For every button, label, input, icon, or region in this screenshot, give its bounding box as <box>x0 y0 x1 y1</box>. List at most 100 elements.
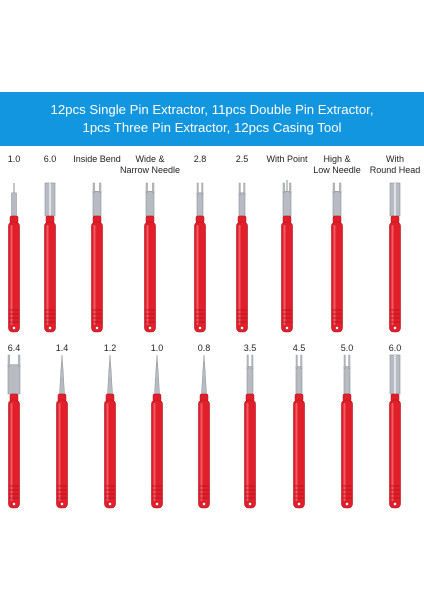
tool-label: Narrow Needle <box>119 165 181 175</box>
tool-label: 6.0 <box>388 343 402 353</box>
metal-shank <box>7 364 21 395</box>
tool-label: 6.4 <box>7 343 21 353</box>
tool-label: 3.5 <box>243 343 257 353</box>
tip-highlight <box>394 183 396 216</box>
handle-shine <box>10 403 13 501</box>
tool-label: Inside Bend <box>73 154 121 164</box>
tool-label: 5.0 <box>340 343 354 353</box>
hanging-hole <box>148 326 152 330</box>
hanging-hole <box>240 326 244 330</box>
needle-tip <box>201 354 207 395</box>
hanging-hole <box>202 502 206 506</box>
metal-shank <box>332 190 342 217</box>
hanging-hole <box>297 502 301 506</box>
handle-shine <box>10 225 13 325</box>
fork-prong <box>7 354 10 367</box>
handle-shine <box>238 225 241 325</box>
fork-prong <box>92 182 95 194</box>
tool-label: With <box>386 154 404 164</box>
fork-prong <box>99 182 102 194</box>
handle-shine <box>391 403 394 501</box>
handle-shine <box>106 403 109 501</box>
pin-extractor-tool <box>341 354 353 509</box>
handle-shine <box>283 225 286 325</box>
pin-extractor-tool <box>244 354 256 509</box>
prong <box>348 354 351 369</box>
hanging-hole <box>60 502 64 506</box>
red-handle <box>144 221 156 333</box>
red-handle <box>389 399 401 509</box>
red-handle <box>151 399 163 509</box>
pin-extractor-tool <box>7 354 21 509</box>
red-handle <box>293 399 305 509</box>
pin-extractor-tool <box>293 354 305 509</box>
pin-extractor-tool <box>281 180 293 333</box>
red-handle <box>281 221 293 333</box>
metal-shank <box>145 190 155 217</box>
pin-extractor-tool <box>198 354 210 509</box>
red-handle <box>194 221 206 333</box>
handle-shine <box>153 403 156 501</box>
hanging-hole <box>95 326 99 330</box>
pin-extractor-tool <box>104 354 116 509</box>
tool-label: With Point <box>266 154 308 164</box>
tool-label: 6.0 <box>43 154 57 164</box>
handle-shine <box>343 403 346 501</box>
metal-shank <box>343 366 351 395</box>
red-handle <box>341 399 353 509</box>
red-handle <box>8 221 20 333</box>
handle-shine <box>93 225 96 325</box>
tool-label: 1.4 <box>55 343 69 353</box>
pin-extractor-tool <box>194 182 206 333</box>
needle-tip <box>59 354 65 395</box>
fork-prong <box>152 182 155 194</box>
tool-label: Wide & <box>135 154 165 164</box>
red-handle <box>104 399 116 509</box>
fork-prong <box>289 182 292 194</box>
fork-prong <box>282 182 285 194</box>
prong <box>196 182 199 195</box>
tip-highlight <box>394 355 396 394</box>
pin-extractor-tool <box>91 182 103 333</box>
hanging-hole <box>335 326 339 330</box>
handle-shine <box>58 403 61 501</box>
handle-shine <box>391 225 394 325</box>
tool-label: 1.2 <box>103 343 117 353</box>
needle-tip <box>154 354 160 395</box>
pin-extractor-tool <box>389 182 401 333</box>
pin-extractor-tool <box>236 182 248 333</box>
metal-shank <box>295 366 303 395</box>
banner-line-1: 12pcs Single Pin Extractor, 11pcs Double… <box>50 102 374 117</box>
tool-label: 4.5 <box>292 343 306 353</box>
handle-shine <box>246 403 249 501</box>
prong <box>295 354 298 369</box>
red-handle <box>389 221 401 333</box>
pin-extractor-tool <box>389 354 401 509</box>
tool-label: Round Head <box>369 165 421 175</box>
metal-shank <box>282 190 292 217</box>
tool-label: 1.0 <box>150 343 164 353</box>
hanging-hole <box>198 326 202 330</box>
pin-extractor-tool <box>8 183 20 333</box>
hanging-hole <box>393 326 397 330</box>
handle-shine <box>200 403 203 501</box>
title-banner: 12pcs Single Pin Extractor, 11pcs Double… <box>0 92 424 146</box>
metal-shank <box>92 190 102 217</box>
red-handle <box>236 221 248 333</box>
red-handle <box>244 399 256 509</box>
needle-tip <box>107 354 113 395</box>
prong <box>300 354 303 369</box>
hanging-hole <box>285 326 289 330</box>
tool-label: High & <box>323 154 351 164</box>
fork-prong <box>339 182 342 194</box>
hanging-hole <box>345 502 349 506</box>
red-handle <box>8 399 20 509</box>
red-handle <box>56 399 68 509</box>
handle-shine <box>333 225 336 325</box>
tool-label: 0.8 <box>197 343 211 353</box>
fork-prong <box>332 182 335 194</box>
pin-extractor-tool <box>331 182 343 333</box>
fork-prong <box>18 354 21 367</box>
pin-extractor-tool <box>151 354 163 509</box>
